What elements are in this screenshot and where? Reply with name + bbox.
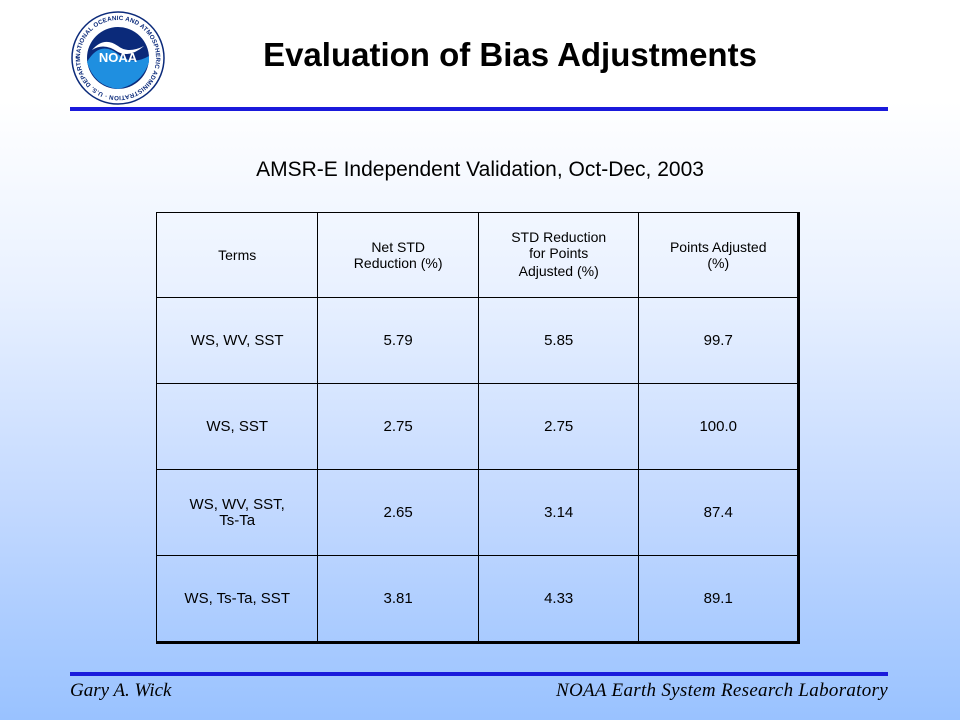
table-row: WS, Ts-Ta, SST 3.81 4.33 89.1 [155,555,799,643]
cell-terms: WS, WV, SST, Ts-Ta [155,469,319,556]
column-header-terms: Terms [155,212,319,298]
cell-std-reduction: 5.85 [477,297,640,384]
cell-points-adjusted: 89.1 [638,555,799,643]
column-header-points-adjusted: Points Adjusted (%) [638,212,799,298]
header-divider [70,107,888,111]
noaa-logo: NATIONAL OCEANIC AND ATMOSPHERIC ADMINIS… [67,5,166,106]
table-caption: AMSR-E Independent Validation, Oct-Dec, … [256,158,704,181]
cell-std-reduction: 2.75 [477,383,640,470]
footer-divider [70,672,888,676]
cell-points-adjusted: 87.4 [638,469,799,556]
table-header-row: Terms Net STD Reduction (%) STD Reductio… [155,212,799,298]
cell-terms: WS, Ts-Ta, SST [155,555,319,643]
column-header-std-reduction: STD Reduction for Points Adjusted (%) [477,212,640,298]
cell-points-adjusted: 100.0 [638,383,799,470]
cell-net-std: 3.81 [317,555,479,643]
table-row: WS, WV, SST 5.79 5.85 99.7 [155,297,799,384]
cell-terms: WS, SST [155,383,319,470]
logo-text: NOAA [99,50,138,65]
page-title: Evaluation of Bias Adjustments [263,36,757,73]
table-row: WS, WV, SST, Ts-Ta 2.65 3.14 87.4 [155,469,799,556]
column-header-net-std: Net STD Reduction (%) [317,212,479,298]
table-row: WS, SST 2.75 2.75 100.0 [155,383,799,470]
cell-net-std: 2.65 [317,469,479,556]
cell-std-reduction: 3.14 [477,469,640,556]
cell-std-reduction: 4.33 [477,555,640,643]
cell-net-std: 5.79 [317,297,479,384]
cell-terms: WS, WV, SST [155,297,319,384]
cell-net-std: 2.75 [317,383,479,470]
footer-author: Gary A. Wick [70,680,172,701]
footer-organization: NOAA Earth System Research Laboratory [556,680,888,701]
cell-points-adjusted: 99.7 [638,297,799,384]
results-table: Terms Net STD Reduction (%) STD Reductio… [155,212,800,644]
